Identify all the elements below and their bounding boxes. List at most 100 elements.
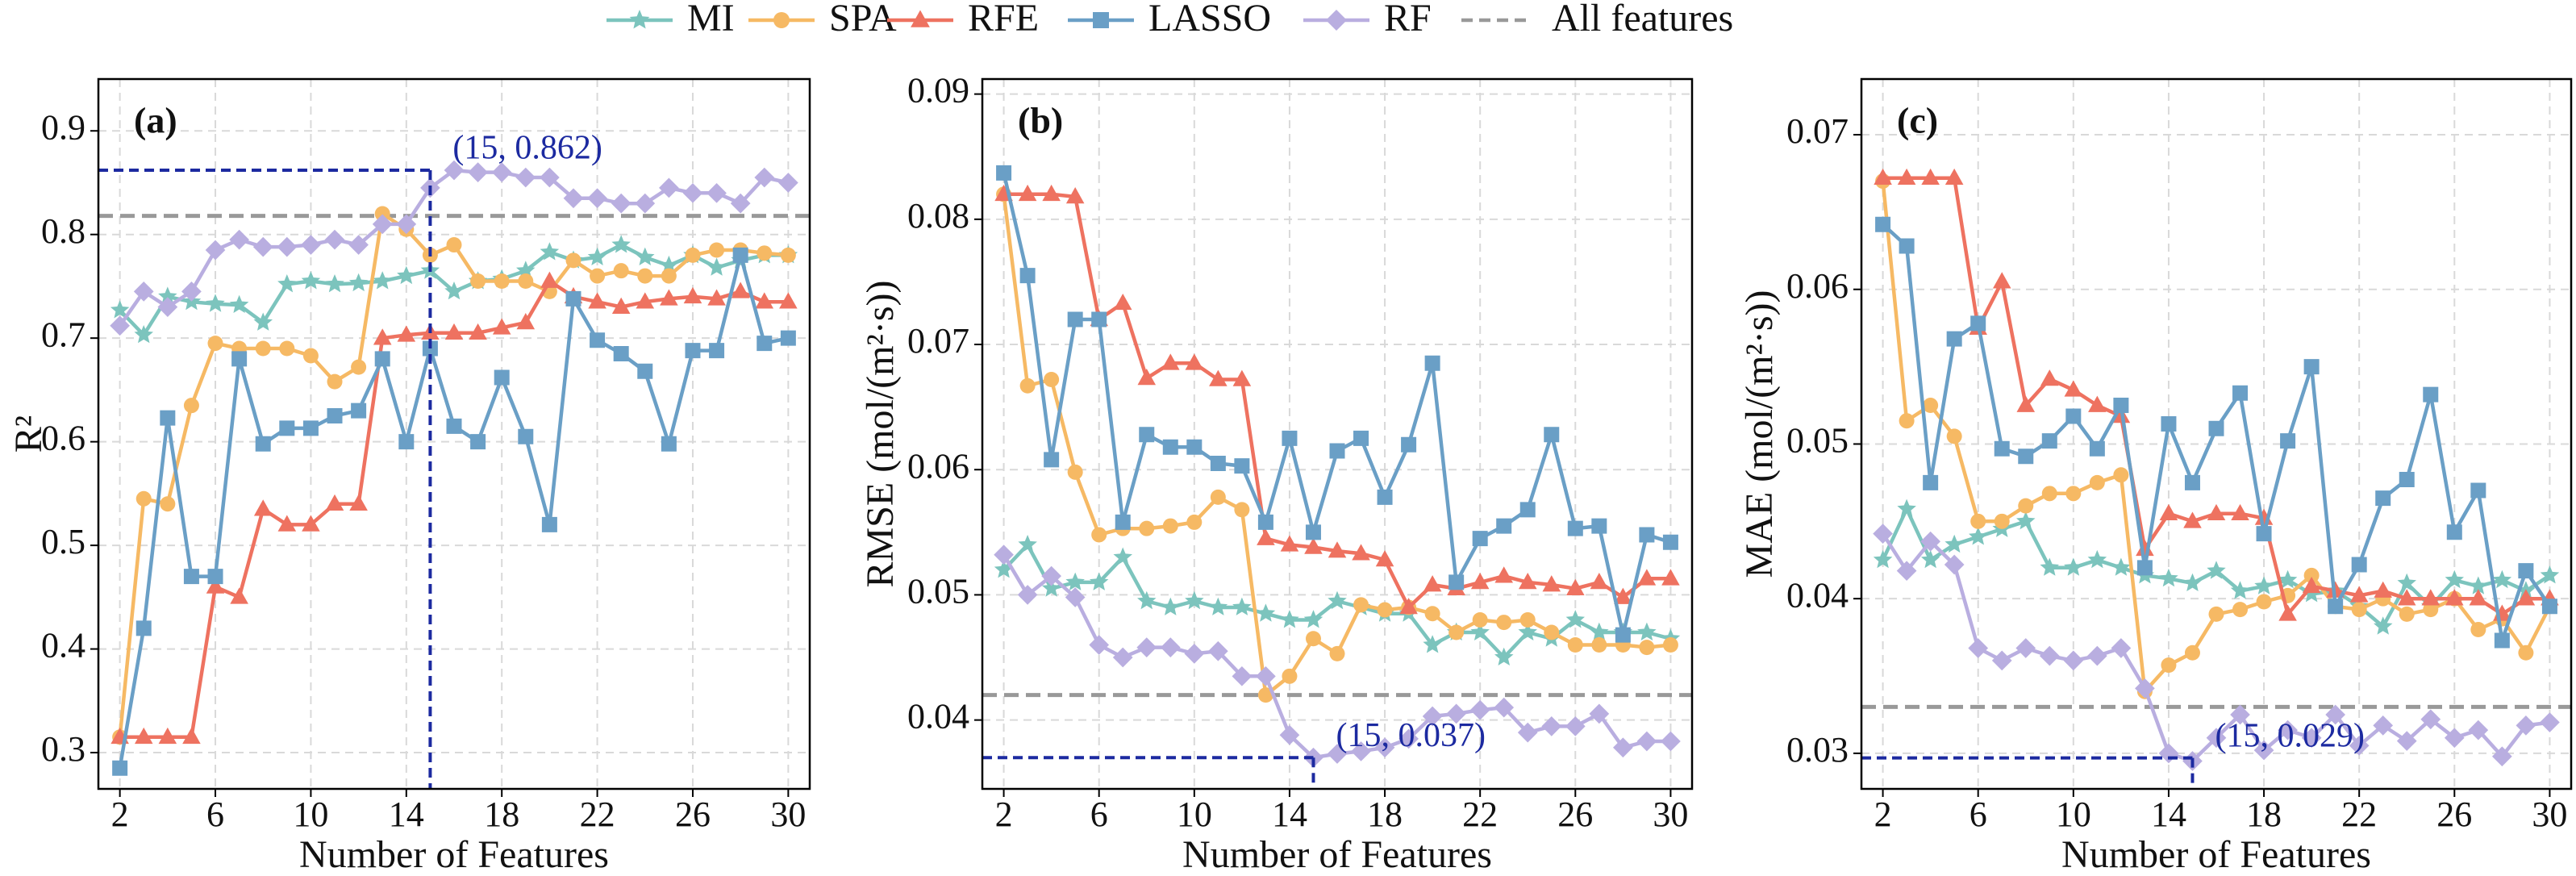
marker xyxy=(2161,657,2177,674)
marker xyxy=(279,420,295,436)
marker xyxy=(540,167,560,188)
marker xyxy=(613,263,629,279)
marker xyxy=(1234,502,1250,518)
marker xyxy=(1923,398,1939,414)
y-axis-label: RMSE (mol/(m²·s)) xyxy=(859,280,902,587)
legend-label: LASSO xyxy=(1148,0,1271,40)
y-tick-label: 0.05 xyxy=(1786,421,1849,461)
marker xyxy=(2253,740,2274,761)
legend-marker xyxy=(1326,10,1347,31)
marker xyxy=(587,188,607,209)
marker xyxy=(1162,439,1178,455)
annotation-text: (15, 0.862) xyxy=(452,130,602,167)
marker xyxy=(2446,524,2462,540)
y-tick-label: 0.8 xyxy=(41,211,85,251)
marker xyxy=(1115,514,1131,530)
marker xyxy=(2230,704,2250,725)
x-tick-label: 26 xyxy=(2436,795,2472,834)
x-tick-label: 2 xyxy=(995,795,1013,834)
legend-label: RF xyxy=(1384,0,1432,40)
marker xyxy=(707,257,727,276)
marker xyxy=(1018,535,1037,553)
marker xyxy=(183,569,199,585)
marker xyxy=(1517,722,1538,743)
marker xyxy=(1256,665,1276,686)
marker xyxy=(588,292,606,309)
marker xyxy=(516,261,536,279)
y-tick-label: 0.07 xyxy=(1786,111,1849,151)
marker xyxy=(540,242,560,261)
x-tick-label: 10 xyxy=(2056,795,2091,834)
x-tick-label: 18 xyxy=(1367,795,1403,834)
y-tick-label: 0.06 xyxy=(1786,266,1849,306)
marker xyxy=(780,247,796,263)
marker xyxy=(2351,602,2367,618)
marker xyxy=(2230,581,2250,599)
marker xyxy=(2374,581,2392,598)
marker xyxy=(1946,428,1962,444)
panel-label: (a) xyxy=(134,100,177,141)
y-tick-label: 0.3 xyxy=(41,729,85,769)
marker xyxy=(1567,637,1583,653)
y-tick-label: 0.9 xyxy=(41,107,85,147)
marker xyxy=(1279,724,1300,745)
marker xyxy=(2541,599,2557,615)
marker xyxy=(2089,440,2105,457)
y-tick-label: 0.4 xyxy=(41,626,85,665)
marker xyxy=(2113,467,2129,483)
marker xyxy=(1112,647,1133,668)
marker xyxy=(2159,568,2178,587)
marker xyxy=(2184,474,2200,490)
marker xyxy=(2325,704,2346,725)
marker xyxy=(2041,486,2057,502)
panel-label: (c) xyxy=(1897,100,1938,141)
marker xyxy=(1661,569,1680,586)
marker xyxy=(444,282,464,300)
marker xyxy=(2161,416,2177,432)
marker xyxy=(1899,238,1915,254)
marker xyxy=(1139,520,1155,536)
marker xyxy=(1353,430,1369,446)
marker xyxy=(1019,268,1036,284)
marker xyxy=(1637,622,1657,640)
marker xyxy=(397,265,416,285)
marker xyxy=(1329,645,1345,661)
legend-marker xyxy=(911,10,930,27)
marker xyxy=(2018,448,2034,465)
marker xyxy=(518,273,534,290)
marker xyxy=(2492,569,2512,589)
marker xyxy=(1897,168,1916,186)
marker xyxy=(2445,569,2464,589)
legend-label: All features xyxy=(1552,0,1733,40)
marker xyxy=(1923,474,1939,490)
marker xyxy=(277,274,297,293)
marker xyxy=(1113,547,1132,565)
marker xyxy=(613,345,629,361)
marker xyxy=(351,359,367,375)
legend-marker xyxy=(773,12,790,28)
marker xyxy=(1544,624,1560,640)
x-tick-label: 14 xyxy=(2151,795,2186,834)
marker xyxy=(1328,541,1347,558)
marker xyxy=(709,242,725,258)
x-tick-label: 6 xyxy=(1970,795,1987,834)
marker xyxy=(2399,472,2415,488)
marker xyxy=(637,363,653,379)
marker xyxy=(134,727,153,745)
marker xyxy=(1019,378,1036,394)
marker xyxy=(207,336,223,352)
x-tick-label: 30 xyxy=(770,795,806,834)
marker xyxy=(685,343,701,359)
marker xyxy=(181,282,202,302)
marker xyxy=(1494,647,1514,665)
y-tick-label: 0.7 xyxy=(41,315,85,354)
marker xyxy=(636,247,655,265)
marker xyxy=(1327,744,1348,764)
marker xyxy=(1874,168,1892,186)
marker xyxy=(1065,187,1085,204)
marker xyxy=(590,268,606,284)
marker xyxy=(2113,398,2129,414)
marker xyxy=(327,408,343,424)
marker xyxy=(1662,534,1678,550)
marker xyxy=(110,315,130,336)
